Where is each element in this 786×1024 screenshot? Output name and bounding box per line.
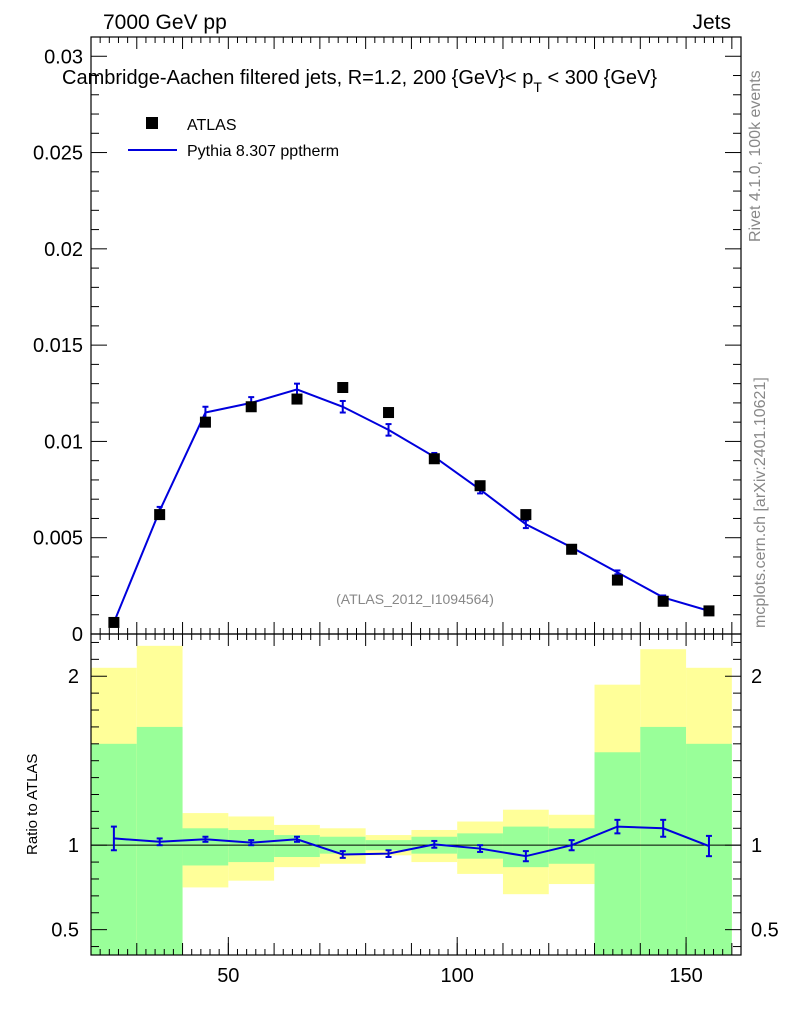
main-ytick-label-1: 0.005	[33, 528, 83, 550]
xtick-label-2: 150	[669, 965, 702, 987]
ratio-panel: 50 100 150 0.5 0.5 1 1 2 2	[51, 633, 779, 987]
chart-title-tail: < 300 {GeV}	[542, 67, 657, 89]
analysis-watermark: (ATLAS_2012_I1094564)	[336, 591, 494, 607]
legend-data-label: ATLAS	[187, 117, 237, 134]
data-point-7	[428, 453, 440, 465]
header-left-label: 7000 GeV pp	[103, 11, 227, 34]
ratio-band-inner-11	[594, 752, 641, 955]
data-point-6	[383, 407, 395, 419]
xtick-label-1: 100	[441, 965, 474, 987]
ratio-ylabel: Ratio to ATLAS	[24, 754, 41, 855]
ratio-ytick-label-left-1: 1	[68, 835, 79, 857]
main-mc-line	[112, 388, 710, 623]
data-point-0	[108, 616, 120, 628]
data-point-1	[154, 509, 166, 521]
ratio-ytick-label-right-0: 0.5	[751, 920, 779, 942]
xtick-label-0: 50	[217, 965, 239, 987]
ratio-band-inner-2	[182, 828, 229, 866]
main-ytick-label-5: 0.025	[33, 143, 83, 165]
chart-title-main: Cambridge-Aachen filtered jets, R=1.2, 2…	[62, 67, 533, 89]
main-ytick-label-0: 0	[72, 624, 83, 646]
data-point-13	[703, 605, 715, 617]
data-point-8	[474, 480, 486, 492]
mcplots-label: mcplots.cern.ch [arXiv:2401.10621]	[752, 377, 769, 628]
legend-mc-label: Pythia 8.307 pptherm	[187, 143, 339, 160]
data-point-12	[657, 595, 669, 607]
data-point-4	[291, 393, 303, 405]
ratio-ytick-label-right-1: 1	[751, 835, 762, 857]
data-point-2	[199, 416, 211, 428]
legend-data-marker	[146, 117, 158, 129]
data-point-11	[611, 574, 623, 586]
data-point-9	[520, 509, 532, 521]
ratio-ytick-label-left-0: 0.5	[51, 920, 79, 942]
chart-title: Cambridge-Aachen filtered jets, R=1.2, 2…	[62, 67, 657, 95]
main-ytick-label-4: 0.02	[44, 239, 83, 261]
data-point-5	[337, 381, 349, 393]
main-ytick-label-2: 0.01	[44, 431, 83, 453]
main-ytick-label-6: 0.03	[44, 46, 83, 68]
rivet-label: Rivet 4.1.0, 100k events	[747, 70, 764, 242]
ratio-ytick-label-right-2: 2	[751, 666, 762, 688]
ratio-band-inner-12	[640, 726, 687, 955]
chart-title-subscript: T	[533, 79, 542, 95]
ratio-ytick-label-left-2: 2	[68, 666, 79, 688]
main-panel: 0 0.005 0.01 0.015 0.02 0.025 0.03	[33, 36, 742, 646]
header-right-label: Jets	[692, 11, 731, 34]
main-ytick-label-3: 0.015	[33, 335, 83, 357]
legend: ATLAS Pythia 8.307 pptherm	[128, 117, 339, 160]
data-point-10	[566, 543, 578, 555]
ratio-mc-line	[113, 825, 710, 858]
data-point-3	[245, 401, 257, 413]
